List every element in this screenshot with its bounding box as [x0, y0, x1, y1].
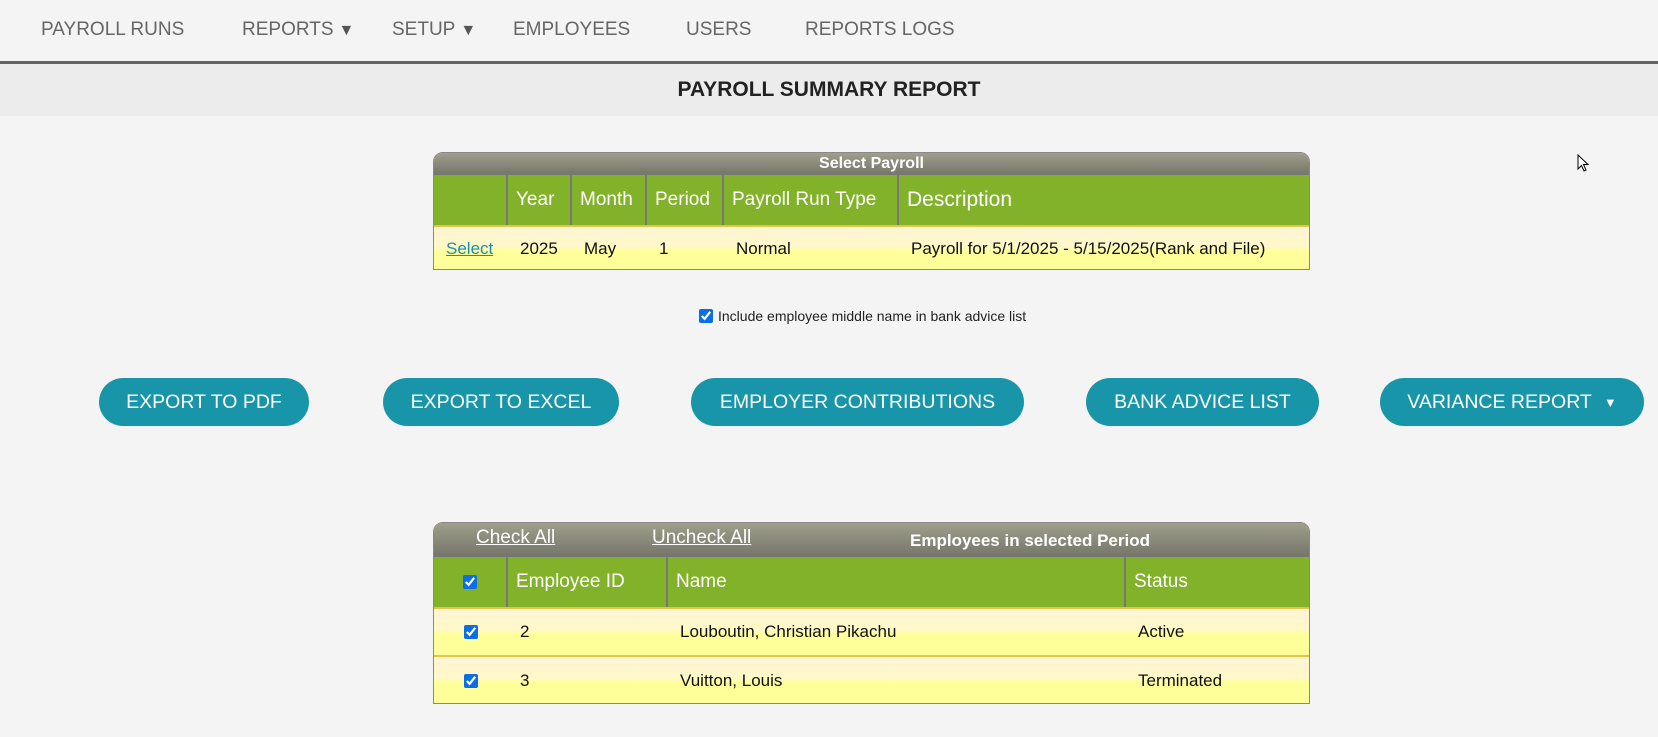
export-pdf-button[interactable]: EXPORT TO PDF [99, 378, 309, 426]
table-row: 2 Louboutin, Christian Pikachu Active [434, 607, 1309, 655]
cell-status: Active [1138, 622, 1185, 641]
cell-status: Terminated [1138, 670, 1223, 690]
bank-advice-list-button[interactable]: BANK ADVICE LIST [1086, 378, 1319, 426]
export-excel-button[interactable]: EXPORT TO EXCEL [383, 378, 619, 426]
col-name: Name [668, 557, 1126, 607]
cell-name: Vuitton, Louis [680, 670, 783, 690]
col-run-type: Payroll Run Type [724, 175, 899, 225]
col-employee-id: Employee ID [508, 557, 668, 607]
cell-employee-id: 3 [520, 670, 530, 690]
table-caption: Employees in selected Period [910, 531, 1150, 550]
nav-setup-label: SETUP [392, 19, 456, 40]
nav-employees[interactable]: EMPLOYEES [513, 19, 631, 40]
mouse-cursor-icon [1577, 154, 1590, 172]
nav-payroll-runs[interactable]: PAYROLL RUNS [41, 19, 185, 40]
table-row: Select 2025 May 1 Normal Payroll for 5/1… [434, 225, 1309, 269]
cell-run-type: Normal [736, 239, 791, 258]
select-link[interactable]: Select [446, 239, 494, 258]
col-period: Period [647, 175, 724, 225]
col-description: Description [907, 188, 1013, 211]
page-title: PAYROLL SUMMARY REPORT [0, 64, 1658, 116]
middle-name-checkbox[interactable] [699, 309, 713, 323]
nav-setup[interactable]: SETUP ▼ [392, 19, 476, 41]
employer-contributions-button[interactable]: EMPLOYER CONTRIBUTIONS [691, 378, 1024, 426]
col-year: Year [508, 175, 572, 225]
nav-reports-logs[interactable]: REPORTS LOGS [805, 19, 955, 40]
variance-report-label: VARIANCE REPORT [1407, 390, 1592, 413]
cell-period: 1 [659, 239, 669, 258]
select-all-checkbox[interactable] [463, 575, 477, 589]
col-action [434, 175, 508, 225]
employee-checkbox[interactable] [464, 673, 478, 688]
caret-down-icon: ▼ [460, 22, 477, 39]
select-payroll-table: Select Payroll Year Month Period Payroll… [433, 152, 1310, 270]
middle-name-label: Include employee middle name in bank adv… [718, 308, 1027, 324]
middle-name-option: Include employee middle name in bank adv… [699, 308, 1026, 324]
uncheck-all-link[interactable]: Uncheck All [652, 527, 752, 548]
col-status: Status [1134, 571, 1188, 592]
table-row: 3 Vuitton, Louis Terminated [434, 655, 1309, 703]
employees-table: Check All Uncheck All Employees in selec… [433, 522, 1310, 704]
caret-down-icon: ▼ [338, 22, 355, 39]
cell-description: Payroll for 5/1/2025 - 5/15/2025(Rank an… [911, 239, 1266, 258]
nav-reports[interactable]: REPORTS ▼ [242, 19, 354, 41]
variance-report-button[interactable]: VARIANCE REPORT ▼ [1380, 378, 1644, 426]
check-all-link[interactable]: Check All [476, 527, 556, 548]
col-month: Month [572, 175, 647, 225]
cell-employee-id: 2 [520, 622, 530, 641]
table-caption: Select Payroll [434, 153, 1309, 174]
nav-reports-label: REPORTS [242, 19, 334, 40]
top-nav: PAYROLL RUNS REPORTS ▼ SETUP ▼ EMPLOYEES U… [0, 0, 1658, 64]
cell-month: May [584, 239, 617, 258]
cell-year: 2025 [520, 239, 558, 258]
employee-checkbox[interactable] [464, 625, 478, 639]
caret-down-icon: ▼ [1603, 394, 1617, 410]
nav-users[interactable]: USERS [686, 19, 752, 40]
cell-name: Louboutin, Christian Pikachu [680, 622, 897, 641]
